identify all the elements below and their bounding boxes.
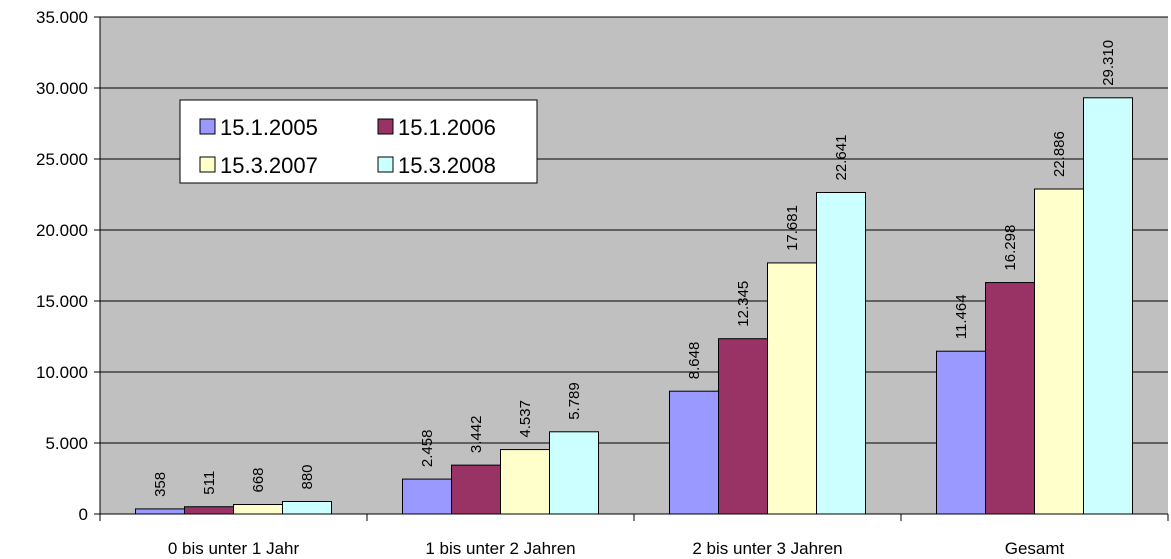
value-label: 11.464 xyxy=(953,294,970,339)
value-label: 17.681 xyxy=(784,205,801,251)
value-label: 511 xyxy=(201,471,218,495)
legend-swatch xyxy=(199,118,216,135)
y-tick-label: 35.000 xyxy=(36,8,88,27)
value-label: 5.789 xyxy=(566,382,583,420)
bar xyxy=(184,506,234,515)
y-tick-label: 10.000 xyxy=(36,363,88,382)
value-label: 22.886 xyxy=(1051,131,1068,177)
bar xyxy=(282,501,332,515)
legend-label: 15.1.2006 xyxy=(398,115,496,140)
legend-box xyxy=(179,99,538,184)
bar xyxy=(233,504,283,515)
bar xyxy=(402,478,452,515)
legend-swatch xyxy=(199,156,216,173)
x-tick-label: 1 bis unter 2 Jahren xyxy=(425,539,575,558)
value-label: 8.648 xyxy=(686,342,703,380)
value-label: 12.345 xyxy=(735,281,752,327)
y-tick-label: 5.000 xyxy=(45,434,88,453)
bar xyxy=(767,262,817,515)
value-label: 2.458 xyxy=(419,430,436,468)
bar xyxy=(669,390,719,515)
bar xyxy=(936,350,986,515)
legend-label: 15.1.2005 xyxy=(220,115,318,140)
bar xyxy=(816,191,866,515)
bar xyxy=(718,338,768,515)
value-label: 880 xyxy=(299,464,316,489)
y-tick-label: 0 xyxy=(79,505,88,524)
y-tick-label: 30.000 xyxy=(36,79,88,98)
bar xyxy=(1083,97,1133,515)
bar xyxy=(500,449,550,515)
bar xyxy=(135,508,185,515)
value-label: 358 xyxy=(152,472,169,497)
x-tick-label: 0 bis unter 1 Jahr xyxy=(168,539,300,558)
legend-label: 15.3.2008 xyxy=(398,153,496,178)
bar xyxy=(451,464,501,515)
value-label: 668 xyxy=(250,467,267,492)
bar xyxy=(549,431,599,515)
value-label: 16.298 xyxy=(1002,225,1019,271)
bar xyxy=(1034,188,1084,515)
y-tick-label: 20.000 xyxy=(36,221,88,240)
bar xyxy=(985,282,1035,515)
legend-swatch xyxy=(377,156,394,173)
legend-label: 15.3.2007 xyxy=(220,153,318,178)
value-label: 3.442 xyxy=(468,416,485,454)
y-tick-label: 15.000 xyxy=(36,292,88,311)
x-tick-label: 2 bis unter 3 Jahren xyxy=(692,539,842,558)
value-label: 22.641 xyxy=(833,135,850,181)
value-label: 4.537 xyxy=(517,400,534,438)
legend-swatch xyxy=(377,118,394,135)
x-tick-label: Gesamt xyxy=(1005,539,1065,558)
y-tick-label: 25.000 xyxy=(36,150,88,169)
value-label: 29.310 xyxy=(1100,40,1117,86)
